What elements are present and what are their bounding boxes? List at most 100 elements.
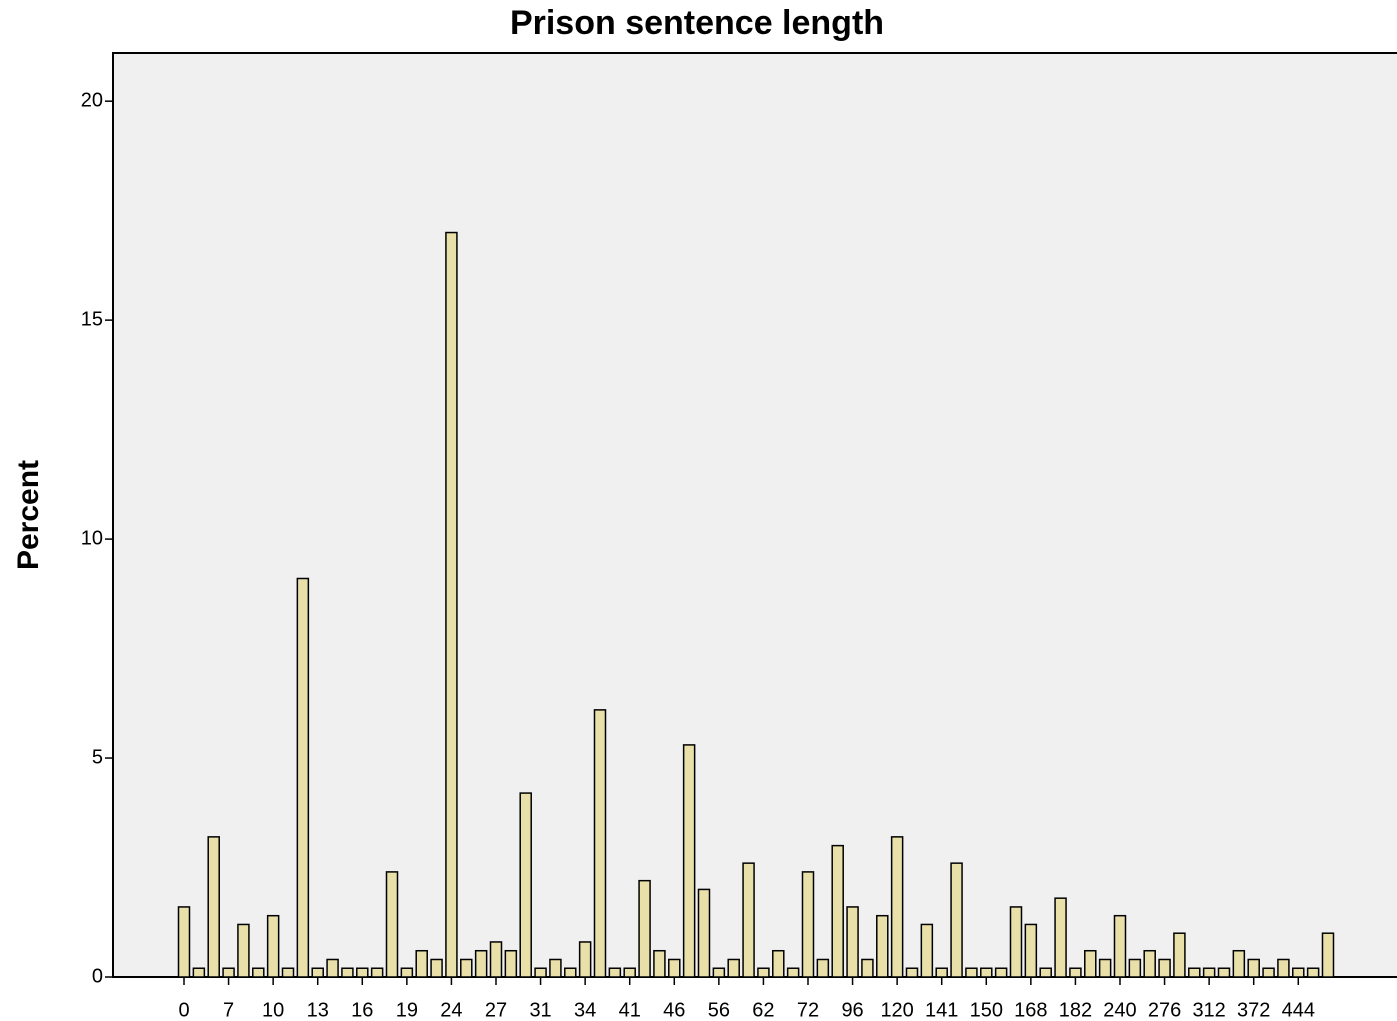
bar bbox=[207, 836, 220, 978]
bar bbox=[653, 949, 666, 978]
x-tick-label: 182 bbox=[1059, 999, 1092, 1021]
bar bbox=[1262, 967, 1275, 978]
x-tick-label: 24 bbox=[440, 999, 462, 1021]
bar bbox=[415, 949, 428, 978]
bar bbox=[846, 906, 859, 978]
x-tick-label: 56 bbox=[708, 999, 730, 1021]
bar bbox=[712, 967, 726, 978]
bar bbox=[311, 967, 324, 978]
x-tick-label: 150 bbox=[970, 999, 1003, 1021]
bar bbox=[445, 231, 458, 978]
bar bbox=[1188, 967, 1201, 978]
bar bbox=[980, 967, 993, 978]
bar bbox=[222, 967, 235, 978]
x-tick-label: 0 bbox=[178, 999, 189, 1021]
x-tick-label: 96 bbox=[841, 999, 863, 1021]
bar bbox=[266, 914, 280, 978]
bar bbox=[1217, 967, 1231, 978]
bar bbox=[177, 906, 191, 978]
bar bbox=[668, 958, 681, 978]
x-tick-label: 141 bbox=[925, 999, 958, 1021]
bar bbox=[727, 958, 740, 978]
x-tick-label: 312 bbox=[1192, 999, 1225, 1021]
bar bbox=[430, 958, 443, 978]
bar bbox=[1158, 958, 1171, 978]
bar bbox=[965, 967, 978, 978]
bar bbox=[623, 967, 636, 978]
x-tick-label: 10 bbox=[262, 999, 284, 1021]
y-tick-label: 0 bbox=[92, 965, 103, 987]
bar bbox=[905, 967, 919, 978]
y-tick-label: 20 bbox=[81, 89, 103, 111]
bar bbox=[356, 967, 369, 978]
y-tick-label: 5 bbox=[92, 746, 103, 768]
bar bbox=[385, 871, 399, 978]
bar bbox=[593, 709, 607, 978]
x-tick-label: 240 bbox=[1103, 999, 1136, 1021]
x-tick-label: 62 bbox=[752, 999, 774, 1021]
bar bbox=[1277, 958, 1290, 978]
bar bbox=[742, 862, 755, 978]
x-tick-label: 31 bbox=[529, 999, 551, 1021]
bar bbox=[564, 967, 577, 978]
plot-area bbox=[112, 52, 1397, 978]
bar bbox=[534, 967, 547, 978]
x-tick-label: 372 bbox=[1237, 999, 1270, 1021]
bar bbox=[252, 967, 265, 978]
bar bbox=[281, 967, 295, 978]
bar bbox=[876, 914, 889, 978]
x-tick-label: 16 bbox=[351, 999, 373, 1021]
bar bbox=[578, 941, 592, 978]
bar bbox=[831, 844, 844, 978]
bar bbox=[786, 967, 800, 978]
x-tick-label: 276 bbox=[1148, 999, 1181, 1021]
bar bbox=[341, 967, 354, 978]
bar bbox=[757, 967, 770, 978]
bar bbox=[1113, 914, 1127, 978]
bar bbox=[920, 923, 934, 978]
bar bbox=[861, 958, 874, 978]
bar bbox=[816, 958, 830, 978]
x-tick-label: 168 bbox=[1014, 999, 1047, 1021]
x-tick-label: 7 bbox=[223, 999, 234, 1021]
bar bbox=[474, 949, 488, 978]
bar bbox=[682, 744, 696, 978]
bar bbox=[1024, 923, 1038, 978]
x-tick-label: 19 bbox=[396, 999, 418, 1021]
y-axis-label: Percent bbox=[12, 460, 45, 570]
bar bbox=[1039, 967, 1052, 978]
bar bbox=[1009, 906, 1023, 978]
x-tick-label: 41 bbox=[619, 999, 641, 1021]
x-tick-label: 46 bbox=[663, 999, 685, 1021]
x-tick-label: 13 bbox=[307, 999, 329, 1021]
bar bbox=[192, 967, 206, 978]
x-tick-label: 27 bbox=[485, 999, 507, 1021]
bar bbox=[801, 871, 815, 978]
bar bbox=[1232, 949, 1246, 978]
bar bbox=[296, 577, 310, 978]
bar bbox=[1084, 949, 1097, 978]
bar bbox=[1321, 932, 1335, 978]
bar bbox=[994, 967, 1008, 978]
chart-title: Prison sentence length bbox=[510, 4, 884, 42]
bar bbox=[1054, 897, 1067, 978]
bar bbox=[608, 967, 622, 978]
bar bbox=[1202, 967, 1216, 978]
bar bbox=[638, 879, 651, 978]
x-tick-label: 34 bbox=[574, 999, 596, 1021]
bar bbox=[549, 958, 562, 978]
x-tick-label: 444 bbox=[1282, 999, 1315, 1021]
bar bbox=[935, 967, 948, 978]
bar bbox=[697, 888, 711, 978]
x-tick-label: 72 bbox=[797, 999, 819, 1021]
y-tick-label: 10 bbox=[81, 527, 103, 549]
bar bbox=[772, 949, 785, 978]
bar bbox=[950, 862, 963, 978]
bar bbox=[504, 949, 518, 978]
bar bbox=[519, 792, 532, 978]
x-tick-label: 120 bbox=[880, 999, 913, 1021]
bar bbox=[1128, 958, 1142, 978]
bar bbox=[237, 923, 250, 978]
bar bbox=[460, 958, 473, 978]
